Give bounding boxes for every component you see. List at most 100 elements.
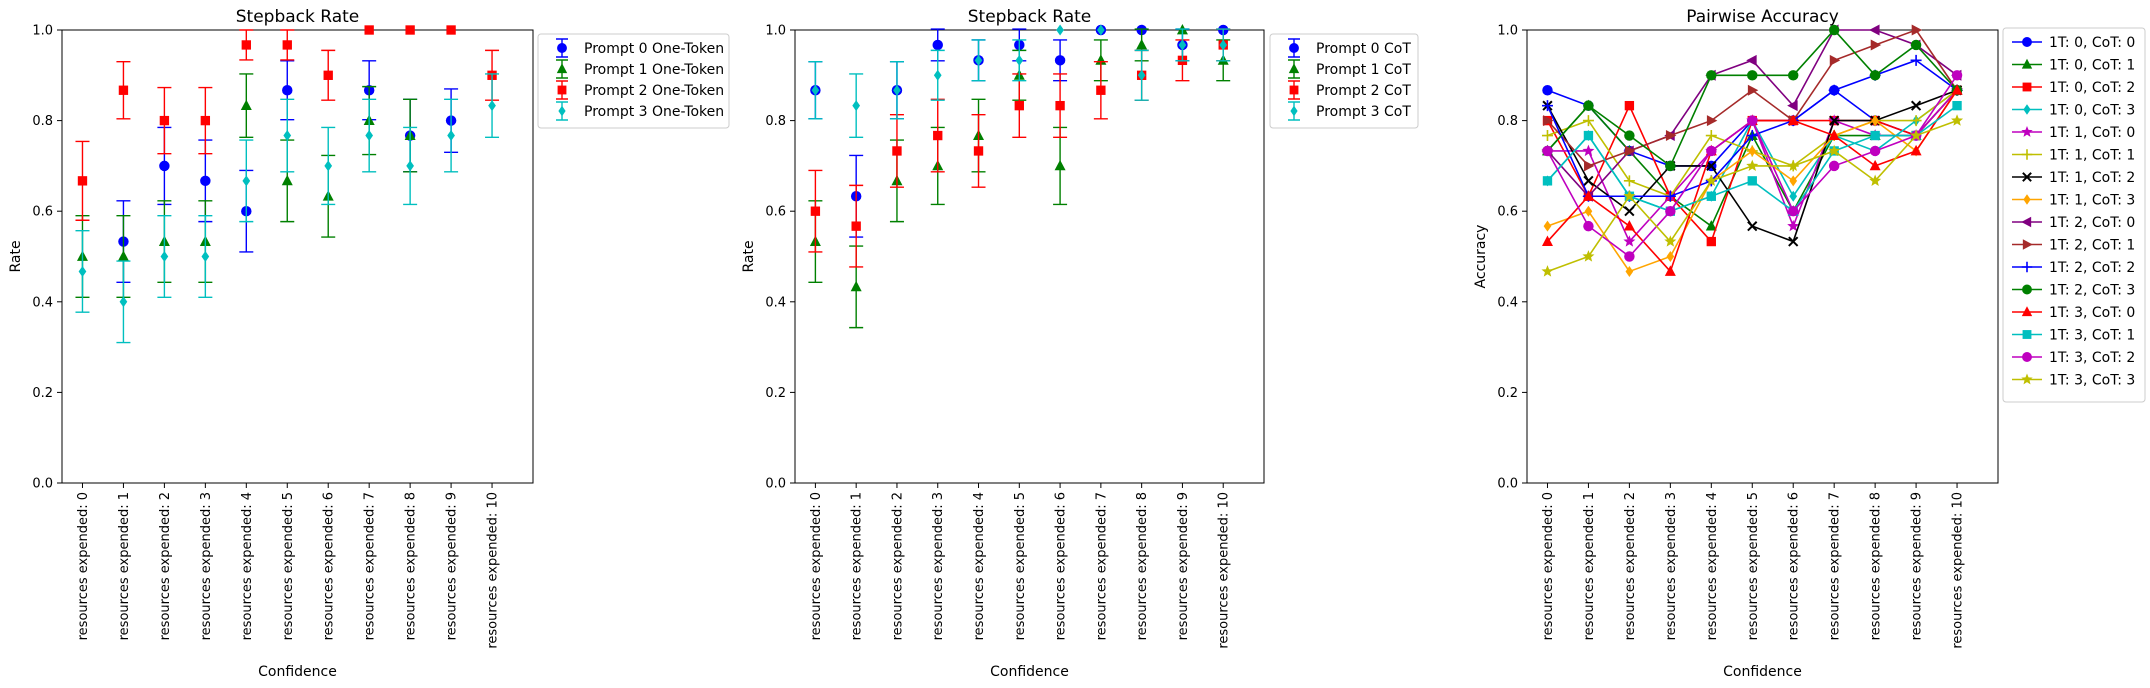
legend-label: 1T: 3, CoT: 3 bbox=[2049, 373, 2135, 389]
legend-marker bbox=[2021, 126, 2033, 137]
x-tick-label: resources expended: 3 bbox=[199, 492, 214, 640]
x-tick-label: resources expended: 5 bbox=[1746, 492, 1761, 640]
data-point bbox=[933, 69, 942, 81]
legend: Prompt 0 CoT Prompt 1 CoT Prompt 2 CoT Prom… bbox=[1269, 33, 1419, 129]
legend-item: 1T: 0, CoT: 1 bbox=[2012, 58, 2135, 74]
data-point bbox=[1747, 115, 1758, 126]
data-point bbox=[242, 175, 251, 187]
data-point bbox=[201, 251, 210, 262]
legend-item: 1T: 2, CoT: 1 bbox=[2012, 238, 2135, 254]
x-tick-label: resources expended: 10 bbox=[1217, 492, 1232, 649]
data-point bbox=[1706, 191, 1716, 201]
data-point bbox=[1869, 159, 1881, 171]
legend: 1T: 0, CoT: 0 1T: 0, CoT: 1 1T: 0, CoT: 2 1… bbox=[2002, 27, 2146, 403]
x-tick-label: resources expended: 7 bbox=[1828, 492, 1843, 640]
x-tick-label: resources expended: 4 bbox=[972, 492, 987, 640]
x-tick-label: resources expended: 9 bbox=[1176, 492, 1191, 640]
data-point bbox=[200, 115, 211, 126]
data-point bbox=[1015, 54, 1024, 66]
data-point bbox=[1911, 24, 1923, 36]
legend-item: 1T: 1, CoT: 0 bbox=[2012, 125, 2135, 141]
plot-frame bbox=[1526, 29, 1999, 484]
data-point bbox=[324, 160, 333, 172]
x-axis-label: Confidence bbox=[990, 664, 1069, 680]
data-point bbox=[1787, 159, 1800, 172]
legend-label: Prompt 0 CoT bbox=[1316, 41, 1411, 57]
legend-marker bbox=[2021, 216, 2032, 228]
legend-marker bbox=[2022, 82, 2032, 92]
chart-title: Pairwise Accuracy bbox=[1686, 7, 1839, 27]
legend-marker bbox=[1289, 43, 1299, 53]
data-point bbox=[1623, 189, 1636, 202]
data-point bbox=[1178, 39, 1187, 51]
legend-marker bbox=[2022, 352, 2032, 362]
x-tick-label: resources expended: 2 bbox=[1623, 492, 1638, 640]
data-point bbox=[1910, 39, 1922, 51]
x-tick-label: resources expended: 2 bbox=[158, 492, 173, 640]
data-point bbox=[364, 25, 374, 35]
data-point bbox=[1624, 100, 1635, 111]
legend-marker bbox=[2021, 261, 2033, 273]
x-tick-label: resources expended: 6 bbox=[322, 492, 337, 640]
data-point bbox=[1951, 114, 1964, 126]
data-point bbox=[159, 115, 170, 126]
data-point bbox=[1747, 84, 1759, 96]
data-point bbox=[1665, 130, 1677, 142]
data-point bbox=[406, 160, 414, 172]
data-point bbox=[1746, 54, 1757, 66]
data-point bbox=[1541, 130, 1553, 142]
legend-marker bbox=[2022, 284, 2032, 295]
chart-title: Stepback Rate bbox=[236, 7, 360, 27]
data-point bbox=[1705, 130, 1717, 142]
data-point bbox=[1219, 39, 1228, 51]
data-point bbox=[851, 221, 861, 231]
legend-item: 1T: 0, CoT: 3 bbox=[2012, 103, 2135, 119]
x-tick-label: resources expended: 3 bbox=[931, 492, 946, 640]
legend-label: 1T: 1, CoT: 2 bbox=[2049, 170, 2135, 186]
series-9 bbox=[1541, 24, 1962, 202]
y-tick-label: 0.4 bbox=[765, 295, 786, 310]
data-point bbox=[1870, 130, 1880, 141]
legend-marker bbox=[557, 85, 567, 95]
legend-marker bbox=[2021, 58, 2033, 69]
data-point bbox=[1748, 145, 1757, 157]
series-16 bbox=[1541, 114, 1964, 277]
data-point bbox=[1664, 235, 1677, 247]
series-4 bbox=[808, 24, 1231, 139]
data-point bbox=[1096, 85, 1106, 95]
series-4 bbox=[75, 73, 500, 344]
data-point bbox=[1584, 205, 1593, 217]
data-point bbox=[1583, 175, 1594, 186]
data-point bbox=[365, 130, 374, 142]
legend-label: 1T: 2, CoT: 0 bbox=[2049, 215, 2135, 231]
data-point bbox=[1582, 144, 1595, 157]
data-point bbox=[160, 251, 169, 262]
data-point bbox=[488, 100, 496, 112]
plot-frame bbox=[61, 29, 534, 484]
data-point bbox=[1582, 190, 1594, 201]
x-tick-label: resources expended: 5 bbox=[1013, 492, 1028, 640]
legend-marker bbox=[2022, 172, 2032, 182]
legend-marker bbox=[2023, 104, 2031, 115]
y-tick-label: 0.0 bbox=[765, 477, 786, 492]
x-tick-label: resources expended: 0 bbox=[1541, 492, 1556, 640]
data-point bbox=[1542, 85, 1553, 96]
x-tick-label: resources expended: 1 bbox=[117, 492, 132, 640]
data-point bbox=[1952, 100, 1962, 111]
data-point bbox=[1583, 100, 1594, 111]
data-point bbox=[1624, 206, 1635, 217]
data-point bbox=[1136, 38, 1148, 50]
y-tick-label: 0.4 bbox=[32, 295, 53, 310]
legend-label: Prompt 3 CoT bbox=[1316, 104, 1411, 120]
data-point bbox=[1706, 160, 1717, 172]
x-tick-label: resources expended: 7 bbox=[363, 492, 378, 640]
x-tick-label: resources expended: 4 bbox=[1705, 492, 1720, 640]
x-tick-label: resources expended: 4 bbox=[240, 492, 255, 640]
legend-marker bbox=[2021, 373, 2033, 385]
legend-marker bbox=[2022, 239, 2033, 250]
data-point bbox=[323, 70, 333, 80]
data-point bbox=[1869, 145, 1881, 157]
data-point bbox=[1869, 70, 1881, 81]
y-tick-label: 0.2 bbox=[32, 386, 53, 401]
data-point bbox=[240, 99, 252, 111]
